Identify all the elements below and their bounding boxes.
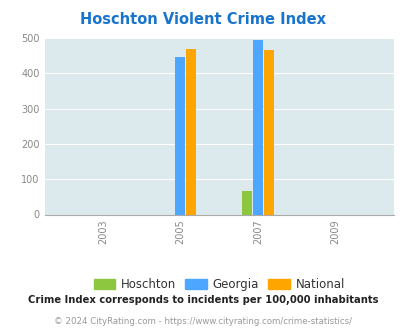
Text: © 2024 CityRating.com - https://www.cityrating.com/crime-statistics/: © 2024 CityRating.com - https://www.city… [54,317,351,326]
Bar [263,50,273,214]
Text: Crime Index corresponds to incidents per 100,000 inhabitants: Crime Index corresponds to incidents per… [28,295,377,305]
Text: Hoschton Violent Crime Index: Hoschton Violent Crime Index [80,12,325,26]
Bar [186,49,196,214]
Bar [241,191,252,214]
Bar [175,57,185,214]
Legend: Hoschton, Georgia, National: Hoschton, Georgia, National [89,273,349,296]
Bar [252,40,262,214]
